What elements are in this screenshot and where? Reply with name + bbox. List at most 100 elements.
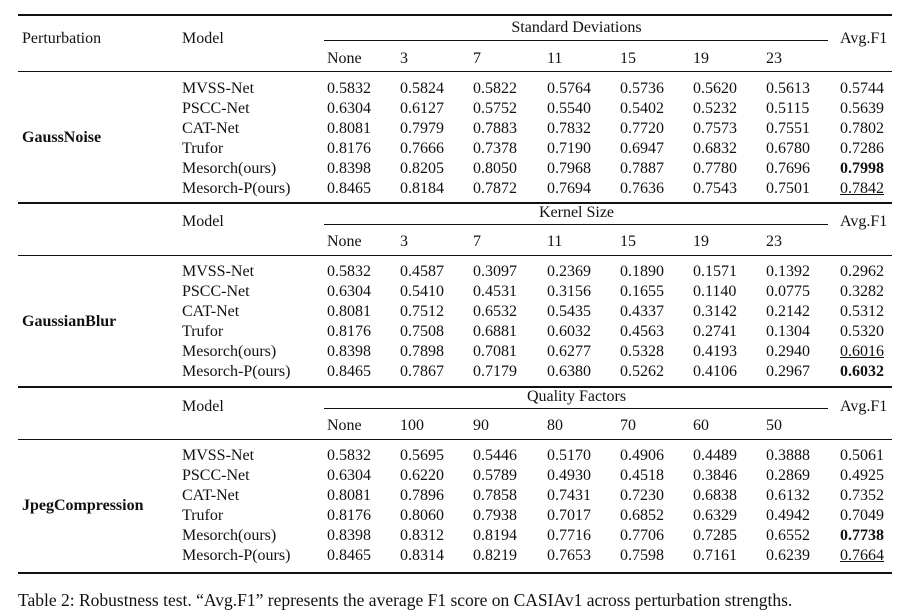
avg-f1-value: 0.5312 [840, 303, 884, 320]
cell-value: 0.7696 [766, 160, 810, 177]
model-name: Mesorch-P(ours) [182, 180, 291, 197]
cell-value: 0.5410 [400, 283, 444, 300]
cell-value: 0.3846 [693, 467, 737, 484]
cell-value: 0.6329 [693, 507, 737, 524]
cell-value: 0.7694 [547, 180, 591, 197]
avg-f1-value: 0.6032 [840, 363, 884, 380]
cell-value: 0.7512 [400, 303, 444, 320]
avg-f1-value: 0.5639 [840, 100, 884, 117]
avg-f1-value: 0.7286 [840, 140, 884, 157]
model-name: PSCC-Net [182, 283, 250, 300]
avg-f1-value: 0.7842 [840, 180, 884, 197]
cell-value: 0.7230 [620, 487, 664, 504]
avg-f1-value: 0.5320 [840, 323, 884, 340]
cell-value: 0.6032 [547, 323, 591, 340]
param-group-title: Standard Deviations [511, 19, 642, 36]
cell-value: 0.8060 [400, 507, 444, 524]
cell-value: 0.8176 [327, 323, 371, 340]
perturbation-name: JpegCompression [22, 497, 144, 514]
avg-f1-value: 0.4925 [840, 467, 884, 484]
cell-value: 0.7179 [473, 363, 517, 380]
avg-f1-value: 0.7352 [840, 487, 884, 504]
cell-value: 0.2142 [766, 303, 810, 320]
param-value: None [327, 50, 362, 67]
avg-f1-value: 0.7802 [840, 120, 884, 137]
cell-value: 0.5446 [473, 447, 517, 464]
cell-value: 0.6220 [400, 467, 444, 484]
cell-value: 0.7872 [473, 180, 517, 197]
cell-value: 0.7666 [400, 140, 444, 157]
cell-value: 0.8184 [400, 180, 444, 197]
cell-value: 0.5262 [620, 363, 664, 380]
cell-value: 0.8176 [327, 140, 371, 157]
cell-value: 0.5435 [547, 303, 591, 320]
avg-f1-value: 0.6016 [840, 343, 884, 360]
cell-value: 0.8205 [400, 160, 444, 177]
header-body-rule [18, 255, 892, 256]
cell-value: 0.7508 [400, 323, 444, 340]
cell-value: 0.8050 [473, 160, 517, 177]
perturbation-name: GaussNoise [22, 129, 102, 146]
param-group-rule [324, 408, 828, 409]
cell-value: 0.0775 [766, 283, 810, 300]
model-name: Mesorch(ours) [182, 160, 277, 177]
cell-value: 0.5736 [620, 80, 664, 97]
model-name: Mesorch(ours) [182, 527, 277, 544]
cell-value: 0.7968 [547, 160, 591, 177]
header-body-rule [18, 71, 892, 72]
cell-value: 0.6132 [766, 487, 810, 504]
param-value: 11 [547, 50, 563, 67]
avg-f1-value: 0.7738 [840, 527, 884, 544]
cell-value: 0.5832 [327, 80, 371, 97]
header-body-rule [18, 439, 892, 440]
model-header: Model [182, 30, 224, 47]
model-name: CAT-Net [182, 303, 240, 320]
cell-value: 0.4489 [693, 447, 737, 464]
param-group-title: Quality Factors [526, 388, 627, 405]
cell-value: 0.7706 [620, 527, 664, 544]
cell-value: 0.7858 [473, 487, 517, 504]
cell-value: 0.7883 [473, 120, 517, 137]
param-value: 3 [400, 233, 408, 250]
cell-value: 0.7887 [620, 160, 664, 177]
cell-value: 0.6780 [766, 140, 810, 157]
cell-value: 0.6838 [693, 487, 737, 504]
param-value: 11 [547, 233, 563, 250]
cell-value: 0.4906 [620, 447, 664, 464]
cell-value: 0.6532 [473, 303, 517, 320]
cell-value: 0.5832 [327, 447, 371, 464]
cell-value: 0.7501 [766, 180, 810, 197]
cell-value: 0.7378 [473, 140, 517, 157]
param-value: 15 [620, 50, 636, 67]
cell-value: 0.2869 [766, 467, 810, 484]
avg-f1-header: Avg.F1 [840, 213, 888, 230]
avg-f1-value: 0.7998 [840, 160, 884, 177]
cell-value: 0.4587 [400, 263, 444, 280]
cell-value: 0.6304 [327, 283, 371, 300]
cell-value: 0.7720 [620, 120, 664, 137]
cell-value: 0.1655 [620, 283, 664, 300]
param-value: None [327, 417, 362, 434]
model-name: Mesorch-P(ours) [182, 547, 291, 564]
cell-value: 0.5232 [693, 100, 737, 117]
cell-value: 0.6304 [327, 100, 371, 117]
avg-f1-value: 0.5061 [840, 447, 884, 464]
param-value: 60 [693, 417, 709, 434]
param-value: 15 [620, 233, 636, 250]
cell-value: 0.5832 [327, 263, 371, 280]
cell-value: 0.1304 [766, 323, 810, 340]
model-name: PSCC-Net [182, 100, 250, 117]
model-name: PSCC-Net [182, 467, 250, 484]
param-value: 7 [473, 50, 481, 67]
cell-value: 0.8176 [327, 507, 371, 524]
avg-f1-value: 0.3282 [840, 283, 884, 300]
cell-value: 0.8081 [327, 303, 371, 320]
cell-value: 0.2741 [693, 323, 737, 340]
cell-value: 0.1890 [620, 263, 664, 280]
param-group-title: Kernel Size [538, 204, 615, 221]
cell-value: 0.5402 [620, 100, 664, 117]
model-name: MVSS-Net [182, 263, 255, 280]
cell-value: 0.8219 [473, 547, 517, 564]
param-value: 3 [400, 50, 408, 67]
